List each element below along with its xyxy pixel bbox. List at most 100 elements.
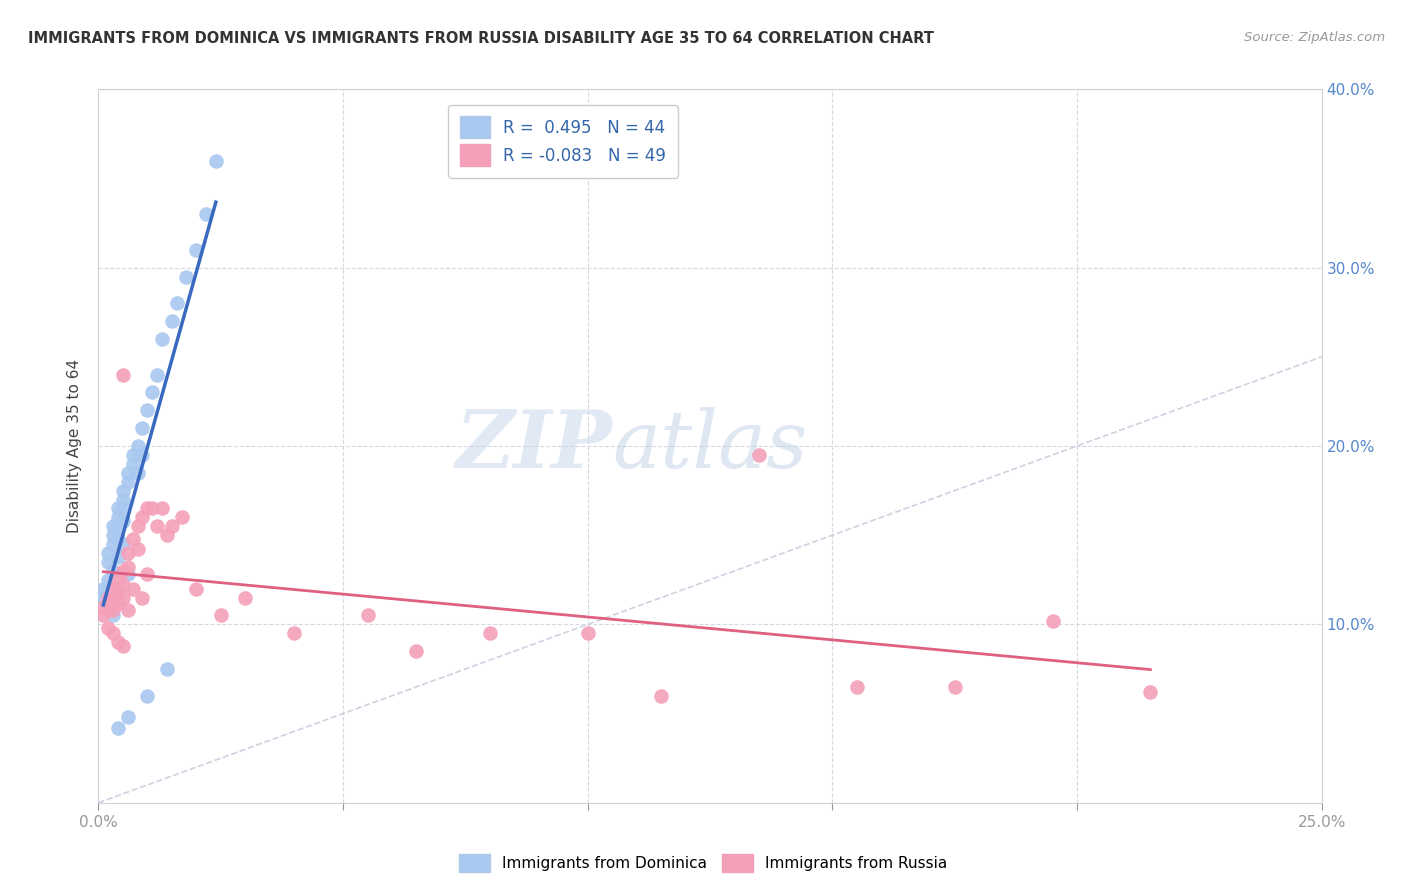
Point <box>748 448 770 462</box>
Point <box>131 421 153 435</box>
Point <box>209 608 232 623</box>
Point <box>136 501 159 516</box>
Point <box>478 626 501 640</box>
Point <box>107 721 129 735</box>
Point <box>146 519 169 533</box>
Point <box>91 591 114 605</box>
Point <box>136 689 159 703</box>
Point <box>91 599 114 614</box>
Point <box>127 519 149 533</box>
Point <box>111 639 134 653</box>
Point <box>117 567 139 582</box>
Point <box>101 564 124 578</box>
Point <box>205 153 228 168</box>
Point <box>160 519 183 533</box>
Point <box>101 582 124 596</box>
Point <box>101 537 124 551</box>
Point <box>107 635 129 649</box>
Point <box>141 385 163 400</box>
Point <box>97 546 120 560</box>
Point <box>150 332 173 346</box>
Point <box>111 564 134 578</box>
Point <box>107 585 129 599</box>
Point <box>146 368 169 382</box>
Point <box>131 591 153 605</box>
Point <box>107 549 129 564</box>
Point <box>117 710 139 724</box>
Point <box>117 560 139 574</box>
Point <box>650 689 672 703</box>
Point <box>356 608 378 623</box>
Point <box>117 546 139 560</box>
Point <box>111 591 134 605</box>
Point <box>97 603 120 617</box>
Point <box>91 608 114 623</box>
Point <box>136 403 159 417</box>
Point <box>195 207 218 221</box>
Point <box>121 457 143 471</box>
Point <box>186 243 208 257</box>
Point <box>97 555 120 569</box>
Point <box>170 510 193 524</box>
Point <box>107 501 129 516</box>
Point <box>127 466 149 480</box>
Point <box>127 439 149 453</box>
Point <box>127 542 149 557</box>
Point <box>176 269 198 284</box>
Point <box>107 519 129 533</box>
Point <box>1139 685 1161 699</box>
Point <box>101 626 124 640</box>
Point <box>97 621 120 635</box>
Point <box>943 680 966 694</box>
Point <box>576 626 599 640</box>
Point <box>283 626 305 640</box>
Point <box>111 492 134 507</box>
Point <box>107 573 129 587</box>
Point <box>101 603 124 617</box>
Point <box>107 510 129 524</box>
Point <box>111 578 134 592</box>
Point <box>97 599 120 614</box>
Point <box>111 501 134 516</box>
Point <box>150 501 173 516</box>
Point <box>97 591 120 605</box>
Point <box>156 662 179 676</box>
Legend: Immigrants from Dominica, Immigrants from Russia: Immigrants from Dominica, Immigrants fro… <box>451 846 955 880</box>
Point <box>233 591 256 605</box>
Point <box>91 582 114 596</box>
Text: Source: ZipAtlas.com: Source: ZipAtlas.com <box>1244 31 1385 45</box>
Point <box>160 314 183 328</box>
Text: atlas: atlas <box>612 408 807 484</box>
Point <box>131 510 153 524</box>
Legend: R =  0.495   N = 44, R = -0.083   N = 49: R = 0.495 N = 44, R = -0.083 N = 49 <box>449 104 678 178</box>
Point <box>101 608 124 623</box>
Point <box>107 596 129 610</box>
Point <box>136 567 159 582</box>
Point <box>101 519 124 533</box>
Text: ZIP: ZIP <box>456 408 612 484</box>
Point <box>156 528 179 542</box>
Point <box>111 514 134 528</box>
Point <box>405 644 427 658</box>
Point <box>845 680 868 694</box>
Point <box>131 448 153 462</box>
Point <box>117 603 139 617</box>
Point <box>186 582 208 596</box>
Point <box>101 528 124 542</box>
Point <box>1042 614 1064 628</box>
Point <box>117 466 139 480</box>
Point <box>117 475 139 489</box>
Point <box>107 532 129 546</box>
Point <box>111 368 134 382</box>
Point <box>97 573 120 587</box>
Point <box>121 582 143 596</box>
Point <box>141 501 163 516</box>
Point <box>166 296 188 310</box>
Point <box>111 537 134 551</box>
Text: IMMIGRANTS FROM DOMINICA VS IMMIGRANTS FROM RUSSIA DISABILITY AGE 35 TO 64 CORRE: IMMIGRANTS FROM DOMINICA VS IMMIGRANTS F… <box>28 31 934 46</box>
Point <box>121 532 143 546</box>
Point <box>111 483 134 498</box>
Point <box>121 448 143 462</box>
Y-axis label: Disability Age 35 to 64: Disability Age 35 to 64 <box>67 359 83 533</box>
Point <box>101 591 124 605</box>
